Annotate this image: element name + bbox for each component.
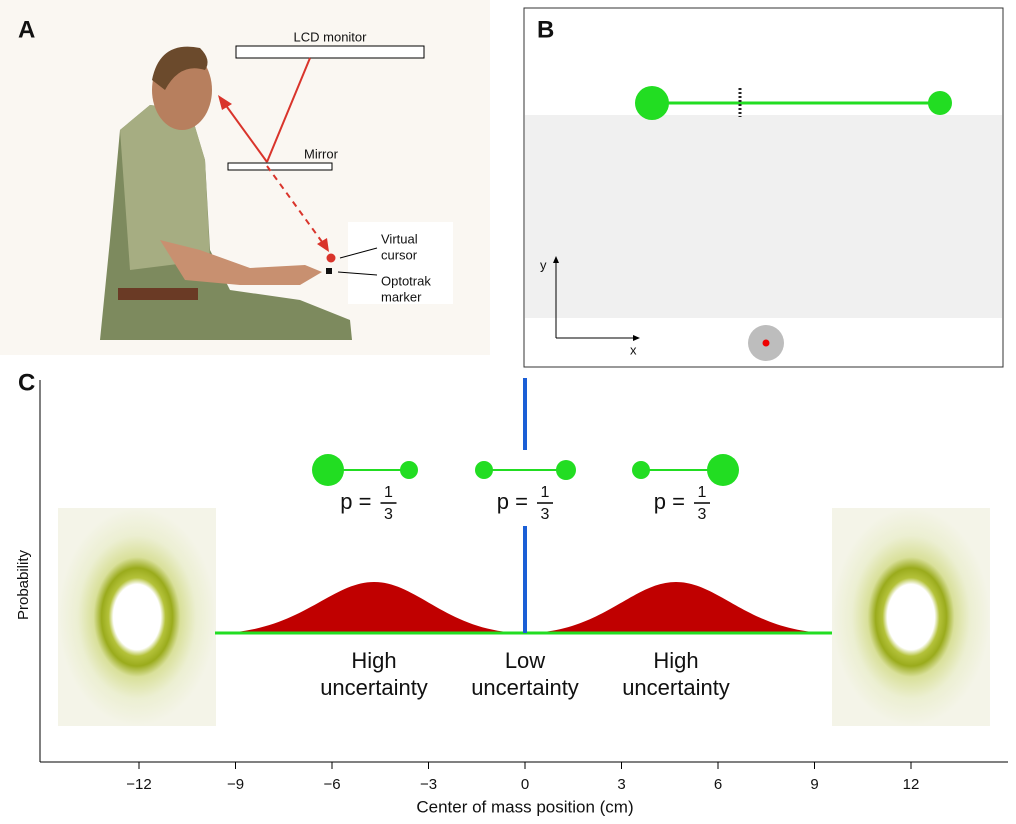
panel-letter: C [18, 369, 35, 396]
x-tick-label: −6 [323, 776, 340, 793]
annotation: uncertainty [320, 675, 428, 700]
x-tick-label: −12 [126, 776, 151, 793]
probability-prefix: p = [654, 489, 685, 514]
x-axis-label: Center of mass position (cm) [416, 797, 633, 816]
annotation: High [351, 648, 396, 673]
mass [635, 86, 669, 120]
cursor [763, 340, 770, 347]
y-axis-label: Probability [15, 549, 32, 620]
probability-prefix: p = [340, 489, 371, 514]
mass [400, 461, 418, 479]
target-ring [58, 508, 216, 726]
label: Optotrak [381, 273, 431, 288]
lcd-monitor [236, 46, 424, 58]
x-tick-label: 0 [521, 776, 529, 793]
annotation: uncertainty [622, 675, 730, 700]
axis-label: y [540, 257, 547, 272]
probability-denominator: 3 [698, 506, 707, 523]
panel-c: C Probability Center of mass position (c… [15, 369, 1008, 816]
mass [707, 454, 739, 486]
probability-numerator: 1 [541, 484, 550, 501]
x-tick-label: 3 [617, 776, 625, 793]
annotation: High [653, 648, 698, 673]
x-tick-label: 12 [903, 776, 920, 793]
label: cursor [381, 247, 418, 262]
x-tick-label: −9 [227, 776, 244, 793]
optotrak-marker [326, 268, 332, 274]
panel-letter: B [537, 16, 554, 43]
label: LCD monitor [294, 29, 368, 44]
mass [928, 91, 952, 115]
mass [312, 454, 344, 486]
x-tick-label: 6 [714, 776, 722, 793]
figure: A LCD monitor Mirror Virtual cursor Opto… [0, 0, 1016, 824]
target-ring [832, 508, 990, 726]
x-tick-label: −3 [420, 776, 437, 793]
virtual-cursor [327, 254, 336, 263]
label: Mirror [304, 146, 339, 161]
workspace-band [525, 115, 1002, 318]
annotation: Low [505, 648, 545, 673]
mirror [228, 163, 332, 170]
x-tick-label: 9 [810, 776, 818, 793]
mass [475, 461, 493, 479]
panel-b: B x y [524, 8, 1003, 367]
probability-denominator: 3 [384, 506, 393, 523]
belt [118, 288, 198, 300]
probability-numerator: 1 [384, 484, 393, 501]
panel-a: A LCD monitor Mirror Virtual cursor Opto… [0, 0, 490, 355]
annotation: uncertainty [471, 675, 579, 700]
probability-numerator: 1 [698, 484, 707, 501]
probability-denominator: 3 [541, 506, 550, 523]
label: Virtual [381, 231, 418, 246]
label: marker [381, 289, 422, 304]
axis-label: x [630, 342, 637, 357]
mass [632, 461, 650, 479]
panel-letter: A [18, 16, 35, 43]
probability-prefix: p = [497, 489, 528, 514]
mass [556, 460, 576, 480]
